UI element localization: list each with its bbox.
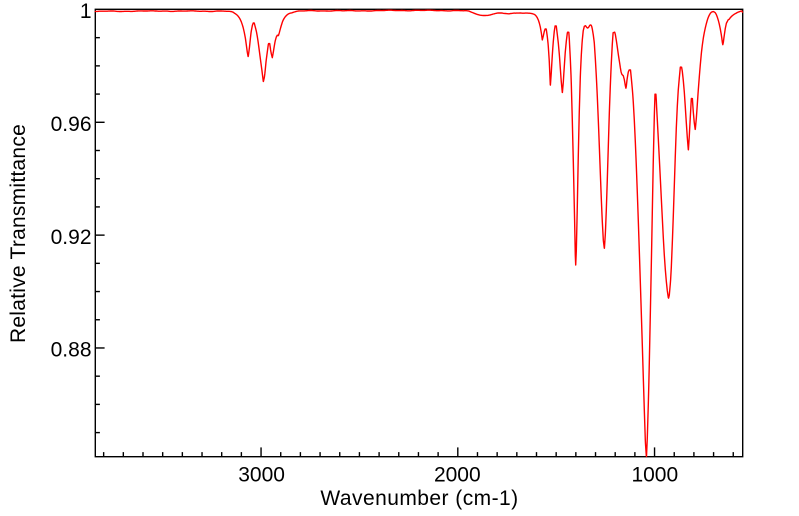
svg-text:1000: 1000 [631,464,678,487]
svg-text:0.92: 0.92 [51,226,92,249]
svg-text:0.88: 0.88 [51,339,92,362]
svg-text:Relative Transmittance: Relative Transmittance [7,124,30,343]
svg-text:3000: 3000 [238,464,285,487]
svg-text:2000: 2000 [434,464,481,487]
svg-text:1: 1 [80,0,92,23]
svg-text:Wavenumber (cm-1): Wavenumber (cm-1) [320,487,518,510]
svg-text:0.96: 0.96 [51,113,92,136]
